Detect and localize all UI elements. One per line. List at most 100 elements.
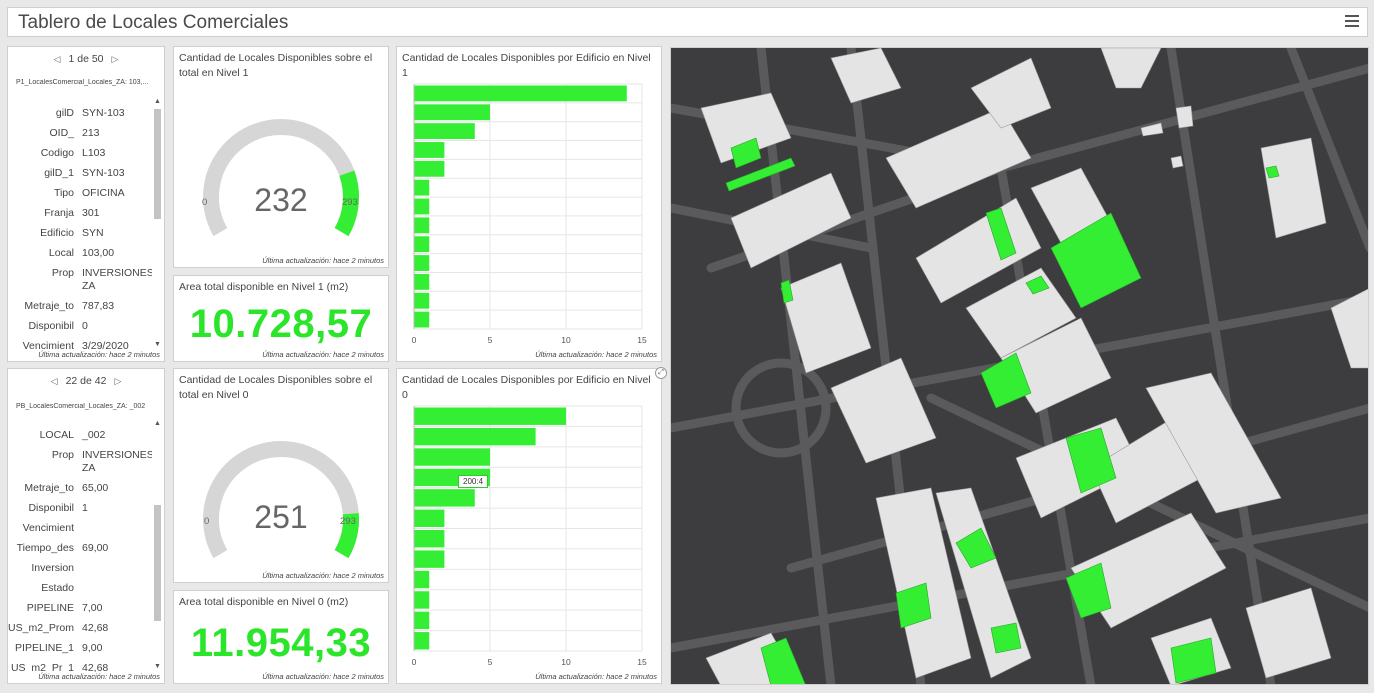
next-feature-icon[interactable]: ▷ <box>111 54 119 64</box>
attribute-key: Codigo <box>40 147 74 159</box>
bar[interactable] <box>414 509 445 527</box>
attribute-key: Metraje_to <box>24 300 74 312</box>
bar[interactable] <box>414 591 430 609</box>
attribute-value <box>82 562 152 575</box>
attribute-value: 1 <box>82 502 88 514</box>
attribute-value: OFICINA <box>82 187 125 199</box>
x-tick-label: 15 <box>637 657 647 667</box>
bar[interactable] <box>414 179 430 196</box>
indicator-title: Area total disponible en Nivel 1 (m2) <box>179 281 349 293</box>
attribute-value: INVERSIONES ZA <box>82 267 152 292</box>
bar[interactable] <box>414 273 430 290</box>
attribute-value <box>82 522 152 535</box>
attribute-value: SYN <box>82 227 104 239</box>
attribute-list[interactable]: gilD SYN-103 OID_ 213 Codigo L103 gilD_1 SYN-10… <box>8 107 152 350</box>
scroll-down-icon[interactable]: ▼ <box>154 341 161 348</box>
expand-icon[interactable]: ⤢ <box>655 367 667 379</box>
attribute-row: PIPELINE_1 9,00 <box>8 642 152 655</box>
attribute-key: PIPELINE_1 <box>15 642 74 654</box>
bar[interactable] <box>414 632 430 650</box>
attribute-value: 0 <box>82 320 88 332</box>
attribute-key: Disponibil <box>28 502 74 514</box>
gauge-max-label: 293 <box>340 516 356 527</box>
bar[interactable] <box>414 489 475 507</box>
bar[interactable] <box>414 292 430 309</box>
bar[interactable] <box>414 236 430 253</box>
bar[interactable] <box>414 530 445 548</box>
attribute-row: LOCAL _002 <box>8 429 152 442</box>
attribute-row: Vencimient <box>8 522 152 535</box>
scrollbar-thumb[interactable] <box>154 109 161 219</box>
gauge-value: 251 <box>254 499 308 535</box>
map-view[interactable] <box>670 47 1369 685</box>
x-tick-label: 5 <box>488 657 493 667</box>
chart-title: Cantidad de Locales Disponibles por Edif… <box>402 52 651 79</box>
feature-navigator: ◁ 22 de 42 ▷ <box>8 375 164 387</box>
attribute-row: Franja 301 <box>8 207 152 220</box>
vertical-scrollbar[interactable]: ▲ ▼ <box>153 97 162 350</box>
attribute-row: Edificio SYN <box>8 227 152 240</box>
indicator-panel-nivel-1: Area total disponible en Nivel 1 (m2) 10… <box>173 275 389 362</box>
bar[interactable] <box>414 311 430 328</box>
bar-chart[interactable]: 0 5 10 15 <box>397 391 661 681</box>
map-canvas[interactable] <box>671 48 1369 685</box>
indicator-value: 11.954,33 <box>190 621 372 665</box>
indicator-value: 10.728,57 <box>189 302 373 346</box>
scroll-down-icon[interactable]: ▼ <box>154 663 161 670</box>
x-tick-label: 10 <box>561 335 571 345</box>
bar[interactable] <box>414 198 430 215</box>
attribute-key: Estado <box>41 582 74 594</box>
feature-navigator: ◁ 1 de 50 ▷ <box>8 53 164 65</box>
bar[interactable] <box>414 570 430 589</box>
scrollbar-thumb[interactable] <box>154 505 161 621</box>
gauge-title: Cantidad de Locales Disponibles sobre el… <box>179 52 373 79</box>
bar[interactable] <box>414 427 536 446</box>
bar[interactable] <box>414 217 430 234</box>
bar[interactable] <box>414 448 490 466</box>
next-feature-icon[interactable]: ▷ <box>114 376 122 386</box>
bar[interactable] <box>414 255 430 271</box>
bar[interactable] <box>414 550 445 568</box>
bar-chart-panel-nivel-0: Cantidad de Locales Disponibles por Edif… <box>396 368 662 684</box>
bar[interactable] <box>414 611 430 630</box>
x-tick-label: 5 <box>488 335 493 345</box>
x-tick-label: 0 <box>412 335 417 345</box>
last-update-note: Última actualización: hace 2 minutos <box>535 672 657 681</box>
previous-feature-icon[interactable]: ◁ <box>50 376 58 386</box>
gauge-chart <box>203 441 359 559</box>
attribute-row: US_m2_Pr_1 42,68 <box>8 662 152 672</box>
gauge-fill <box>334 170 359 237</box>
bar[interactable] <box>414 160 445 177</box>
bar[interactable] <box>414 85 627 102</box>
attribute-list[interactable]: LOCAL _002 Prop INVERSIONES ZA Metraje_to 65,… <box>8 429 152 672</box>
attribute-key: Prop <box>51 267 74 279</box>
feature-counter: 1 de 50 <box>68 53 104 65</box>
attribute-value: 42,68 <box>82 622 109 634</box>
attribute-row: Disponibil 1 <box>8 502 152 515</box>
previous-feature-icon[interactable]: ◁ <box>53 54 61 64</box>
gauge-chart <box>203 119 359 237</box>
bar[interactable] <box>414 123 475 140</box>
attribute-row: Codigo L103 <box>8 147 152 160</box>
attribute-value: SYN-103 <box>82 167 125 179</box>
attribute-row: PIPELINE 7,00 <box>8 602 152 615</box>
attribute-value: 7,00 <box>82 602 103 614</box>
bar-chart[interactable]: 0 5 10 15 <box>397 69 661 359</box>
scroll-up-icon[interactable]: ▲ <box>154 420 161 427</box>
bar[interactable] <box>414 142 445 158</box>
bar[interactable] <box>414 407 566 425</box>
last-update-note: Última actualización: hace 2 minutos <box>38 350 160 359</box>
gauge-panel-nivel-0: Cantidad de Locales Disponibles sobre el… <box>173 368 389 583</box>
scroll-up-icon[interactable]: ▲ <box>154 98 161 105</box>
attribute-key: LOCAL <box>39 429 74 441</box>
attribute-row: gilD_1 SYN-103 <box>8 167 152 180</box>
gauge-max-label: 293 <box>342 197 358 208</box>
bar[interactable] <box>414 104 490 121</box>
indicator-title: Area total disponible en Nivel 0 (m2) <box>179 596 349 608</box>
attribute-key: Tiempo_des <box>16 542 74 554</box>
vertical-scrollbar[interactable]: ▲ ▼ <box>153 419 162 672</box>
attribute-value: SYN-103 <box>82 107 125 119</box>
attribute-row: Inversion <box>8 562 152 575</box>
hamburger-menu-icon[interactable] <box>1345 15 1359 29</box>
app-header: Tablero de Locales Comerciales <box>7 7 1368 37</box>
